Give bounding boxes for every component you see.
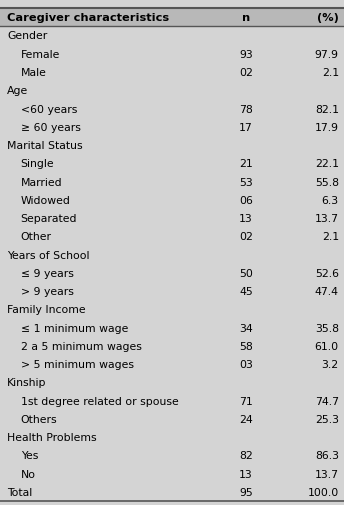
Text: <60 years: <60 years — [21, 105, 77, 114]
Text: Separated: Separated — [21, 214, 77, 224]
Text: ≤ 9 years: ≤ 9 years — [21, 268, 74, 278]
Text: 61.0: 61.0 — [315, 341, 339, 351]
Text: 2.1: 2.1 — [322, 68, 339, 78]
Text: Total: Total — [7, 487, 32, 497]
Text: > 9 years: > 9 years — [21, 286, 74, 296]
Text: 6.3: 6.3 — [322, 195, 339, 206]
Text: Family Income: Family Income — [7, 305, 86, 315]
Text: 71: 71 — [239, 396, 253, 406]
Text: 74.7: 74.7 — [315, 396, 339, 406]
Text: Widowed: Widowed — [21, 195, 71, 206]
Text: 86.3: 86.3 — [315, 450, 339, 461]
Text: 82.1: 82.1 — [315, 105, 339, 114]
Text: Health Problems: Health Problems — [7, 432, 97, 442]
Text: 22.1: 22.1 — [315, 159, 339, 169]
Text: 02: 02 — [239, 68, 253, 78]
Bar — [0, 9, 344, 27]
Text: 78: 78 — [239, 105, 253, 114]
Text: Male: Male — [21, 68, 46, 78]
Text: 2 a 5 minimum wages: 2 a 5 minimum wages — [21, 341, 141, 351]
Text: 3.2: 3.2 — [322, 360, 339, 369]
Text: 17.9: 17.9 — [315, 123, 339, 132]
Text: Kinship: Kinship — [7, 378, 46, 387]
Text: 2.1: 2.1 — [322, 232, 339, 242]
Text: 50: 50 — [239, 268, 253, 278]
Text: 24: 24 — [239, 414, 253, 424]
Text: 82: 82 — [239, 450, 253, 461]
Text: 13: 13 — [239, 469, 253, 479]
Text: Caregiver characteristics: Caregiver characteristics — [7, 13, 169, 23]
Text: Other: Other — [21, 232, 52, 242]
Text: 35.8: 35.8 — [315, 323, 339, 333]
Text: 17: 17 — [239, 123, 253, 132]
Text: Yes: Yes — [21, 450, 38, 461]
Text: 13: 13 — [239, 214, 253, 224]
Text: No: No — [21, 469, 36, 479]
Text: 45: 45 — [239, 286, 253, 296]
Text: 95: 95 — [239, 487, 253, 497]
Text: Single: Single — [21, 159, 54, 169]
Text: 52.6: 52.6 — [315, 268, 339, 278]
Text: 93: 93 — [239, 49, 253, 60]
Text: 34: 34 — [239, 323, 253, 333]
Text: 47.4: 47.4 — [315, 286, 339, 296]
Text: n: n — [242, 13, 250, 23]
Text: 13.7: 13.7 — [315, 469, 339, 479]
Text: 58: 58 — [239, 341, 253, 351]
Text: Marital Status: Marital Status — [7, 141, 83, 150]
Text: ≤ 1 minimum wage: ≤ 1 minimum wage — [21, 323, 128, 333]
Text: 13.7: 13.7 — [315, 214, 339, 224]
Text: Married: Married — [21, 177, 62, 187]
Text: 97.9: 97.9 — [315, 49, 339, 60]
Text: 53: 53 — [239, 177, 253, 187]
Text: 100.0: 100.0 — [308, 487, 339, 497]
Text: Others: Others — [21, 414, 57, 424]
Text: 25.3: 25.3 — [315, 414, 339, 424]
Text: Age: Age — [7, 86, 28, 96]
Text: Female: Female — [21, 49, 60, 60]
Text: (%): (%) — [317, 13, 339, 23]
Text: ≥ 60 years: ≥ 60 years — [21, 123, 80, 132]
Text: 03: 03 — [239, 360, 253, 369]
Text: 02: 02 — [239, 232, 253, 242]
Text: Years of School: Years of School — [7, 250, 89, 260]
Text: Gender: Gender — [7, 31, 47, 41]
Text: 06: 06 — [239, 195, 253, 206]
Text: 55.8: 55.8 — [315, 177, 339, 187]
Text: 1st degree related or spouse: 1st degree related or spouse — [21, 396, 179, 406]
Text: 21: 21 — [239, 159, 253, 169]
Text: > 5 minimum wages: > 5 minimum wages — [21, 360, 133, 369]
